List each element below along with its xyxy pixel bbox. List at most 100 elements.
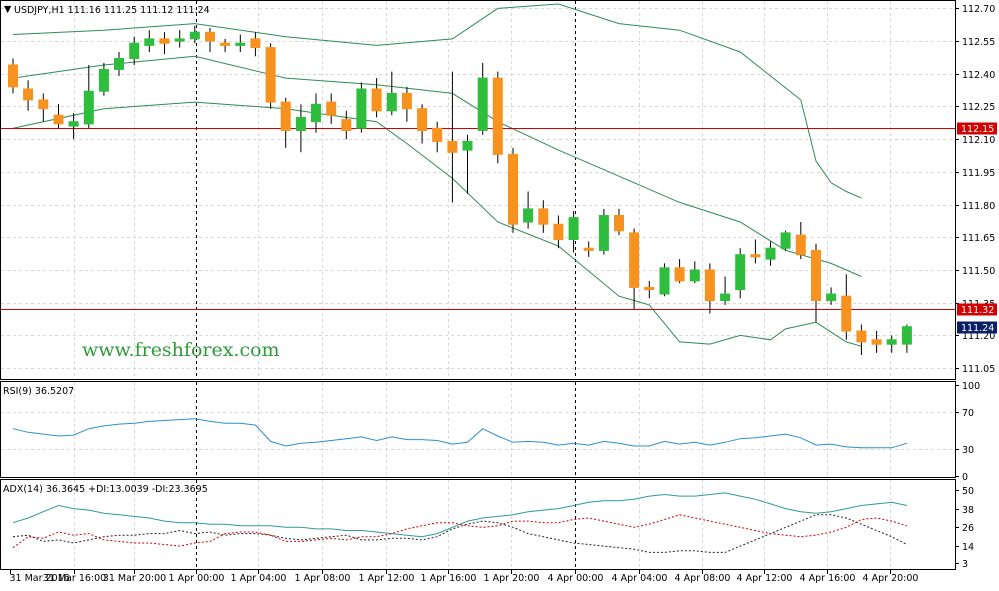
level-price-label: 111.32 xyxy=(961,305,994,316)
candle-bearish xyxy=(674,267,685,282)
chart-menu-triangle-icon[interactable]: ▼ xyxy=(4,4,12,15)
time-tick-label: 31 Mar 16:00 xyxy=(43,573,106,584)
candle-bearish xyxy=(53,114,64,125)
candle-bearish xyxy=(856,330,867,343)
candle-bullish xyxy=(462,140,473,151)
candle-bullish xyxy=(735,254,746,291)
time-tick-label: 1 Apr 12:00 xyxy=(359,573,415,584)
candle-bullish xyxy=(720,293,731,301)
level-price-label: 112.15 xyxy=(961,124,994,135)
current-price-label: 111.24 xyxy=(961,323,994,334)
candle-bearish xyxy=(159,38,170,44)
price-tick-label: 112.40 xyxy=(962,70,995,81)
candle-bullish xyxy=(295,116,306,132)
adx-panel-frame xyxy=(0,479,956,570)
candle-bullish xyxy=(114,58,124,70)
level-price-tag xyxy=(957,122,997,135)
price-tick-label: 112.70 xyxy=(962,4,995,15)
candle-bearish xyxy=(750,254,761,258)
candle-bearish xyxy=(492,77,503,155)
candle-bearish xyxy=(583,247,594,251)
candle-bearish xyxy=(447,140,458,153)
candle-bullish xyxy=(356,88,367,129)
rsi-tick-label: 70 xyxy=(962,408,974,419)
candle-bearish xyxy=(220,42,231,46)
rsi-lines xyxy=(12,418,908,449)
candlesticks xyxy=(8,25,912,355)
price-tick-label: 111.20 xyxy=(962,331,995,342)
candle-bullish xyxy=(523,208,534,223)
candle-bearish xyxy=(629,232,640,288)
candle-bullish xyxy=(886,339,897,345)
time-tick-label: 1 Apr 16:00 xyxy=(421,573,477,584)
candle-bullish xyxy=(477,77,488,131)
watermark-text: www.freshforex.com xyxy=(82,339,280,361)
session-separators xyxy=(196,1,576,569)
candle-bearish xyxy=(205,31,215,42)
candle-bearish xyxy=(38,99,49,110)
candle-bearish xyxy=(644,286,655,291)
rsi-tick-label: 0 xyxy=(962,472,968,483)
candle-bullish xyxy=(826,293,837,301)
candle-bullish xyxy=(598,215,609,251)
bollinger-bands xyxy=(12,3,862,347)
candle-bearish xyxy=(265,47,276,103)
candle-bullish xyxy=(689,269,700,282)
time-tick-label: 4 Apr 08:00 xyxy=(675,573,731,584)
candle-bearish xyxy=(23,88,34,101)
time-tick-label: 4 Apr 04:00 xyxy=(612,573,668,584)
rsi-tick-label: 100 xyxy=(962,381,980,392)
adx-panel-title: ADX(14) 36.3645 +DI:13.0039 -DI:23.3695 xyxy=(3,484,208,495)
candle-bullish xyxy=(68,121,79,127)
candle-bullish xyxy=(129,42,140,60)
rsi-line xyxy=(12,418,908,449)
rsi-tick-label: 30 xyxy=(962,445,974,456)
adx-tick-label: 38 xyxy=(962,505,974,516)
price-tick-label: 111.95 xyxy=(962,168,995,179)
main-panel-frame xyxy=(0,0,956,380)
candle-bullish xyxy=(98,68,109,92)
adx-tick-label: 26 xyxy=(962,523,974,534)
candle-bullish xyxy=(901,326,912,345)
time-tick-label: 4 Apr 20:00 xyxy=(863,573,919,584)
candle-bearish xyxy=(341,119,352,131)
minus-di-line xyxy=(12,514,908,549)
price-tick-label: 111.65 xyxy=(962,233,995,244)
time-tick-label: 4 Apr 12:00 xyxy=(737,573,793,584)
candle-bearish xyxy=(250,38,261,49)
price-tick-label: 112.10 xyxy=(962,135,995,146)
price-axis: 112.70 112.55 112.40 112.25 112.10 111.95 111.… xyxy=(955,4,997,570)
candle-bearish xyxy=(795,234,806,256)
time-tick-label: 4 Apr 16:00 xyxy=(800,573,856,584)
time-tick-label: 1 Apr 00:00 xyxy=(169,573,225,584)
main-panel-title: USDJPY,H1 111.16 111.25 111.12 111.24 xyxy=(14,5,210,16)
price-tick-label: 111.50 xyxy=(962,266,995,277)
candle-bearish xyxy=(432,127,443,142)
time-tick-label: 1 Apr 20:00 xyxy=(484,573,540,584)
price-tick-label: 112.25 xyxy=(962,102,995,113)
candle-bullish xyxy=(83,90,94,125)
adx-tick-label: 14 xyxy=(962,542,974,553)
candle-bearish xyxy=(8,64,18,88)
time-tick-label: 1 Apr 08:00 xyxy=(295,573,351,584)
price-tick-label: 111.05 xyxy=(962,364,995,375)
candle-bearish xyxy=(704,269,715,301)
candle-bearish xyxy=(508,153,518,225)
time-tick-label: 31 Mar 20:00 xyxy=(103,573,166,584)
adx-tick-label: 3 xyxy=(962,559,968,570)
time-tick-label: 1 Apr 04:00 xyxy=(231,573,287,584)
candle-bullish xyxy=(386,92,397,112)
candle-bullish xyxy=(780,232,791,249)
price-tick-label: 112.55 xyxy=(962,37,995,48)
price-tick-label: 111.80 xyxy=(962,201,995,212)
rsi-panel-frame xyxy=(0,381,956,478)
candle-bullish xyxy=(189,31,200,40)
level-price-tag xyxy=(957,303,997,316)
candle-bullish xyxy=(568,217,579,240)
candle-bearish xyxy=(871,339,882,345)
bollinger-upper-band xyxy=(12,3,862,199)
candle-bullish xyxy=(174,38,185,42)
candle-bullish xyxy=(659,267,670,295)
candle-bearish xyxy=(326,101,337,116)
